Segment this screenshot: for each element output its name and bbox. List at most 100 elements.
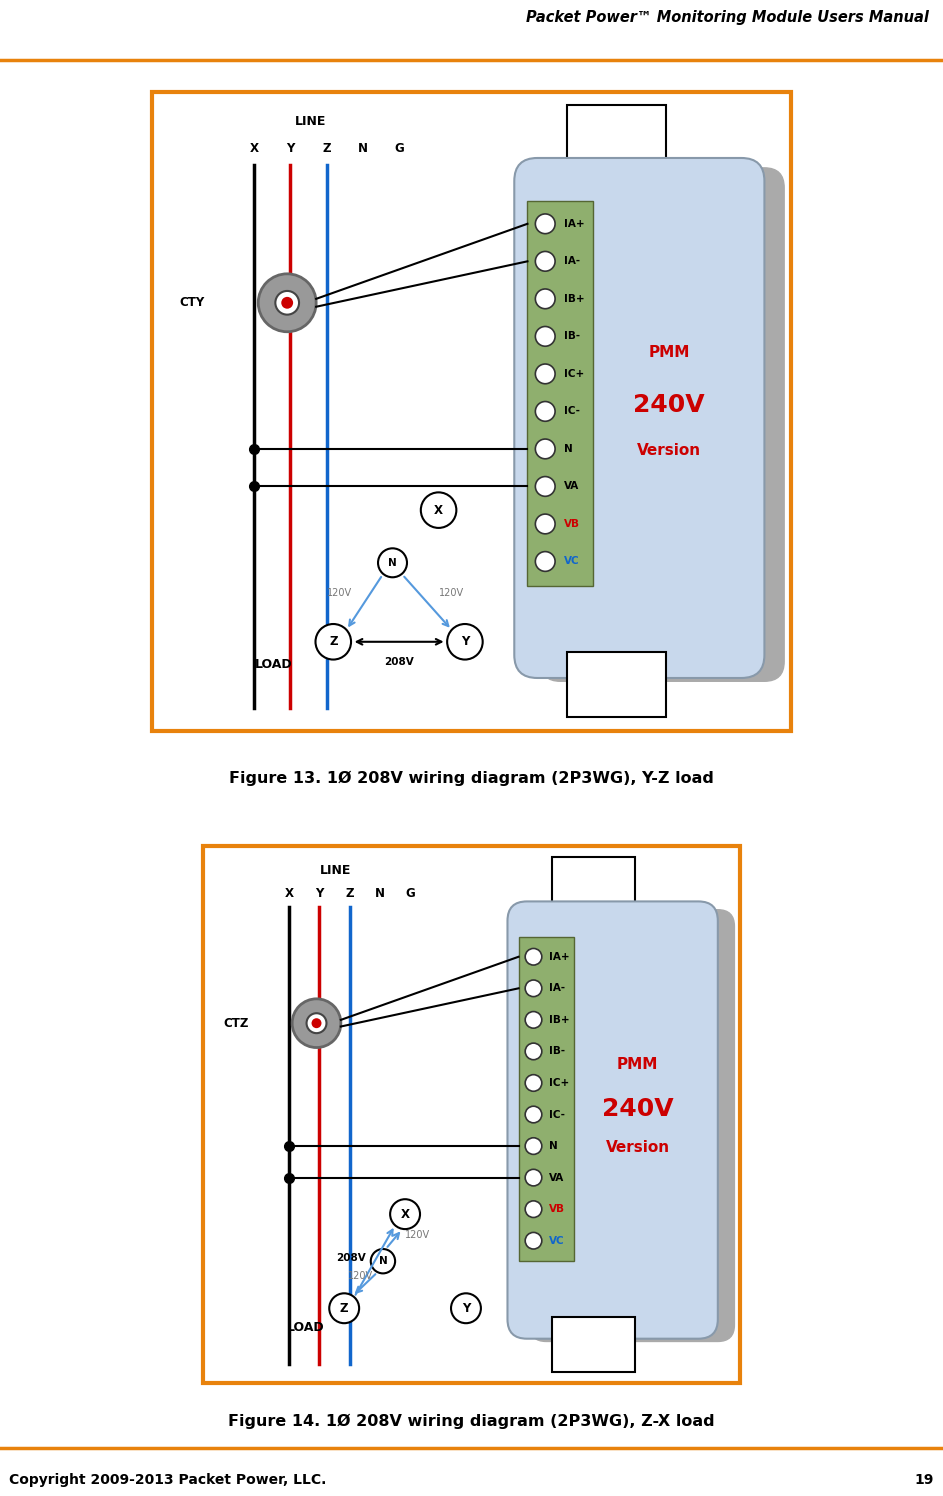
Text: N: N: [358, 142, 368, 154]
Circle shape: [536, 214, 555, 233]
Text: IA-: IA-: [549, 983, 565, 993]
FancyBboxPatch shape: [567, 105, 666, 208]
Text: IB+: IB+: [564, 293, 585, 304]
Text: 240V: 240V: [633, 393, 704, 417]
Text: N: N: [378, 1257, 388, 1266]
Text: Version: Version: [637, 443, 701, 458]
Text: 208V: 208V: [384, 657, 414, 667]
Circle shape: [536, 477, 555, 497]
Circle shape: [316, 624, 351, 660]
Text: Version: Version: [605, 1140, 670, 1155]
Circle shape: [421, 492, 456, 528]
Text: 120V: 120V: [348, 1272, 373, 1281]
Text: VA: VA: [564, 482, 579, 492]
Circle shape: [329, 1294, 359, 1322]
Circle shape: [378, 549, 407, 577]
Circle shape: [536, 364, 555, 384]
FancyBboxPatch shape: [567, 652, 666, 718]
Text: 208V: 208V: [337, 1254, 366, 1263]
Circle shape: [525, 1201, 542, 1218]
Text: IA+: IA+: [564, 218, 585, 229]
Circle shape: [275, 290, 299, 314]
Text: VB: VB: [549, 1204, 565, 1215]
Text: LOAD: LOAD: [256, 658, 293, 672]
Text: IC-: IC-: [564, 407, 580, 416]
Circle shape: [525, 1043, 542, 1059]
FancyBboxPatch shape: [552, 857, 635, 942]
Text: VC: VC: [564, 557, 579, 567]
Text: N: N: [549, 1141, 557, 1150]
Text: Figure 13. 1Ø 208V wiring diagram (2P3WG), Y-Z load: Figure 13. 1Ø 208V wiring diagram (2P3WG…: [229, 770, 714, 785]
Text: 240V: 240V: [602, 1097, 673, 1121]
Circle shape: [525, 948, 542, 965]
Text: G: G: [394, 142, 404, 154]
Text: IB-: IB-: [564, 331, 580, 341]
FancyBboxPatch shape: [540, 168, 785, 681]
Circle shape: [536, 251, 555, 271]
Text: IC+: IC+: [549, 1079, 570, 1088]
Text: IB-: IB-: [549, 1046, 565, 1056]
Text: IA-: IA-: [564, 256, 580, 266]
Circle shape: [525, 1233, 542, 1249]
Text: G: G: [405, 887, 416, 899]
Circle shape: [281, 296, 293, 308]
Circle shape: [536, 289, 555, 308]
Text: X: X: [401, 1207, 409, 1221]
FancyBboxPatch shape: [514, 159, 765, 678]
Circle shape: [536, 438, 555, 459]
Text: VC: VC: [549, 1236, 565, 1246]
Text: CTZ: CTZ: [223, 1017, 249, 1029]
Circle shape: [311, 1019, 322, 1028]
FancyBboxPatch shape: [152, 93, 791, 730]
Text: PMM: PMM: [617, 1058, 658, 1073]
Circle shape: [306, 1013, 326, 1034]
Text: 120V: 120V: [405, 1230, 430, 1240]
Text: X: X: [250, 142, 258, 154]
Text: PMM: PMM: [648, 344, 689, 359]
Text: Y: Y: [287, 142, 294, 154]
Text: Y: Y: [315, 887, 323, 899]
Text: N: N: [375, 887, 385, 899]
Text: 120V: 120V: [327, 588, 353, 598]
Text: IB+: IB+: [549, 1014, 570, 1025]
Text: Copyright 2009-2013 Packet Power, LLC.: Copyright 2009-2013 Packet Power, LLC.: [9, 1474, 327, 1487]
Text: Packet Power™ Monitoring Module Users Manual: Packet Power™ Monitoring Module Users Ma…: [526, 10, 929, 25]
Text: X: X: [434, 504, 443, 516]
Circle shape: [525, 1074, 542, 1091]
FancyBboxPatch shape: [530, 910, 735, 1342]
Circle shape: [525, 1106, 542, 1123]
Text: 19: 19: [914, 1474, 934, 1487]
Text: Y: Y: [461, 636, 469, 648]
FancyBboxPatch shape: [507, 902, 718, 1339]
Circle shape: [525, 1170, 542, 1186]
Circle shape: [525, 1138, 542, 1155]
FancyBboxPatch shape: [552, 1316, 635, 1372]
Circle shape: [292, 999, 340, 1047]
Text: LINE: LINE: [321, 865, 352, 878]
Circle shape: [536, 401, 555, 422]
Text: N: N: [389, 558, 397, 568]
Text: Z: Z: [345, 887, 354, 899]
Text: N: N: [564, 444, 572, 453]
FancyBboxPatch shape: [527, 200, 593, 586]
Text: LOAD: LOAD: [287, 1321, 324, 1334]
FancyBboxPatch shape: [519, 938, 574, 1261]
Circle shape: [536, 552, 555, 571]
Circle shape: [536, 326, 555, 346]
Circle shape: [447, 624, 483, 660]
Text: IC-: IC-: [549, 1110, 565, 1119]
Text: 120V: 120V: [439, 588, 464, 598]
Text: VB: VB: [564, 519, 580, 530]
FancyBboxPatch shape: [203, 847, 740, 1382]
Circle shape: [371, 1249, 395, 1273]
Circle shape: [258, 274, 316, 332]
Text: Y: Y: [462, 1302, 471, 1315]
Circle shape: [525, 1011, 542, 1028]
Text: LINE: LINE: [294, 115, 326, 129]
Text: Z: Z: [329, 636, 338, 648]
Circle shape: [451, 1294, 481, 1322]
Text: Z: Z: [323, 142, 331, 154]
Circle shape: [390, 1200, 420, 1230]
Circle shape: [536, 515, 555, 534]
Text: X: X: [285, 887, 293, 899]
